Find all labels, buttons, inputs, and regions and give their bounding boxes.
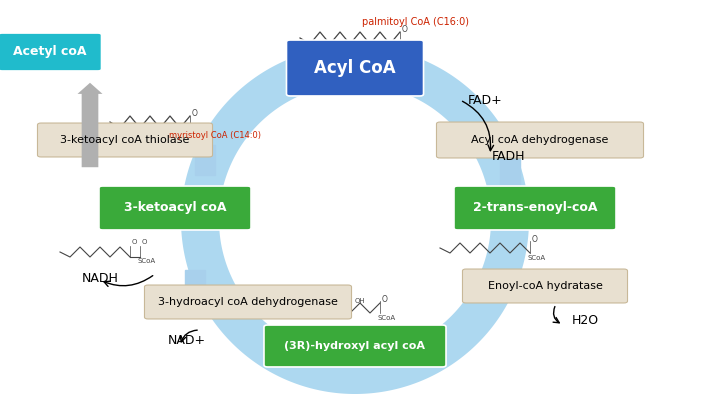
Polygon shape bbox=[490, 270, 510, 300]
FancyBboxPatch shape bbox=[264, 325, 446, 367]
Text: NAD+: NAD+ bbox=[168, 333, 206, 346]
Text: 2-trans-enoyl-coA: 2-trans-enoyl-coA bbox=[473, 201, 597, 214]
Text: O: O bbox=[402, 26, 408, 35]
Text: SCoA: SCoA bbox=[188, 130, 206, 136]
Text: O: O bbox=[132, 239, 137, 245]
FancyBboxPatch shape bbox=[436, 122, 644, 158]
Text: SCoA: SCoA bbox=[398, 46, 416, 52]
Text: SCoA: SCoA bbox=[528, 255, 546, 261]
FancyBboxPatch shape bbox=[462, 269, 627, 303]
Text: 3-ketoacyl coA: 3-ketoacyl coA bbox=[124, 201, 226, 214]
FancyBboxPatch shape bbox=[37, 123, 212, 157]
Text: Acetyl coA: Acetyl coA bbox=[13, 45, 87, 58]
FancyBboxPatch shape bbox=[99, 186, 251, 230]
Text: palmitoyl CoA (C16:0): palmitoyl CoA (C16:0) bbox=[362, 17, 469, 27]
Text: (3R)-hydroxyl acyl coA: (3R)-hydroxyl acyl coA bbox=[285, 341, 426, 351]
Polygon shape bbox=[500, 148, 520, 200]
Text: Enoyl-coA hydratase: Enoyl-coA hydratase bbox=[488, 281, 603, 291]
Text: H2O: H2O bbox=[572, 314, 599, 327]
Text: 3-hydroacyl coA dehydrogenase: 3-hydroacyl coA dehydrogenase bbox=[158, 297, 338, 307]
Text: NADH: NADH bbox=[82, 271, 119, 284]
Text: myristoyl CoA (C14:0): myristoyl CoA (C14:0) bbox=[169, 130, 261, 139]
PathPatch shape bbox=[181, 46, 529, 394]
FancyBboxPatch shape bbox=[454, 186, 616, 230]
Text: O: O bbox=[192, 110, 198, 119]
Text: 3-ketoacyl coA thiolase: 3-ketoacyl coA thiolase bbox=[61, 135, 190, 145]
Polygon shape bbox=[195, 145, 215, 175]
Polygon shape bbox=[185, 270, 205, 305]
Text: O: O bbox=[532, 234, 538, 243]
Text: SCoA: SCoA bbox=[378, 315, 396, 321]
FancyBboxPatch shape bbox=[0, 33, 102, 71]
Text: FAD+: FAD+ bbox=[468, 93, 503, 106]
FancyBboxPatch shape bbox=[145, 285, 352, 319]
Text: Acyl coA dehydrogenase: Acyl coA dehydrogenase bbox=[472, 135, 608, 145]
Text: SCoA: SCoA bbox=[138, 258, 156, 264]
Text: FADH: FADH bbox=[492, 151, 525, 164]
Text: O: O bbox=[142, 239, 147, 245]
Text: Acyl CoA: Acyl CoA bbox=[314, 59, 396, 77]
Text: O: O bbox=[382, 294, 388, 303]
Text: OH: OH bbox=[355, 298, 365, 304]
FancyBboxPatch shape bbox=[286, 40, 424, 96]
